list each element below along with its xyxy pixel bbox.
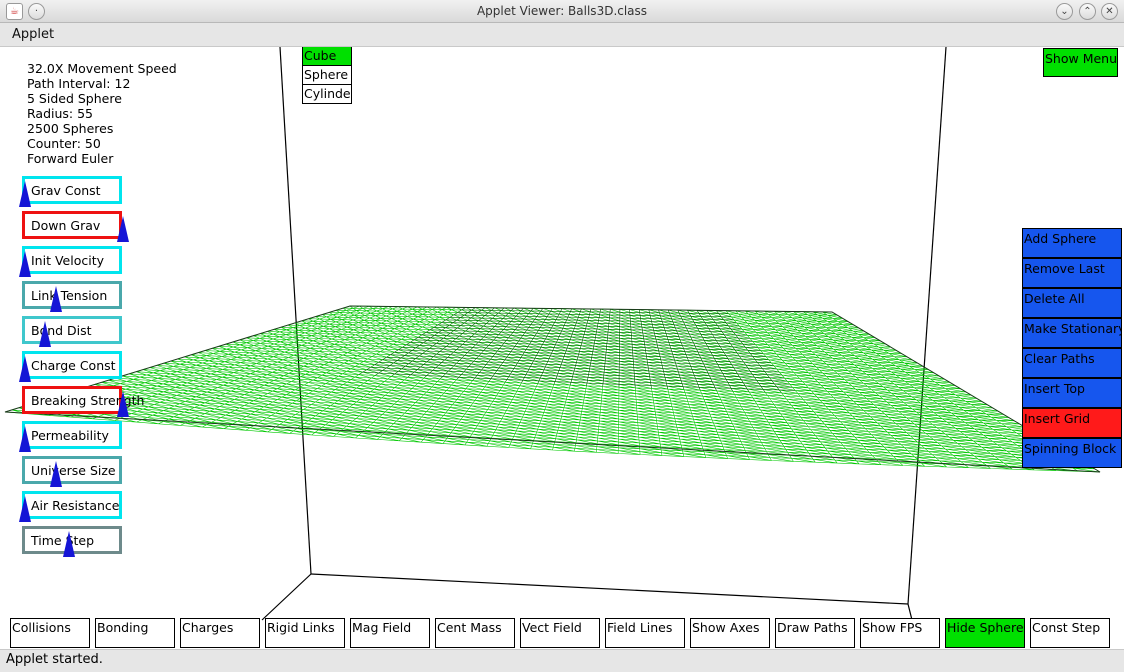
slider-knob-icon[interactable] (19, 356, 31, 382)
slider-label: Permeability (31, 428, 109, 443)
slider-knob-icon[interactable] (19, 496, 31, 522)
java-icon: ☕ (6, 3, 23, 20)
toggle-rigid-links[interactable]: Rigid Links (265, 618, 345, 648)
toggle-vect-field[interactable]: Vect Field (520, 618, 600, 648)
box-edge (310, 573, 909, 605)
slider-knob-icon[interactable] (38, 321, 51, 347)
slider-charge-const[interactable]: Charge Const (19, 351, 122, 382)
close-icon[interactable]: ✕ (1101, 3, 1118, 20)
insert-top-button[interactable]: Insert Top (1022, 378, 1122, 408)
3d-scene[interactable] (0, 47, 1124, 649)
make-stationary-button[interactable]: Make Stationary (1022, 318, 1122, 348)
shape-selector: Cube Sphere Cylinder (302, 47, 352, 104)
slider-label: Init Velocity (31, 253, 104, 268)
slider-knob-icon[interactable] (19, 426, 31, 452)
slider-knob-icon[interactable] (50, 461, 63, 487)
slider-label: Air Resistance (31, 498, 120, 513)
slider-label: Universe Size (31, 463, 116, 478)
slider-label: Breaking Strength (31, 393, 145, 408)
info-line: Forward Euler (27, 151, 114, 166)
info-line: Radius: 55 (27, 106, 94, 121)
maximize-icon[interactable]: ⌃ (1079, 3, 1096, 20)
toggle-mag-field[interactable]: Mag Field (350, 618, 430, 648)
window-menu-icon[interactable]: · (28, 3, 45, 20)
applet-canvas[interactable]: 32.0X Movement Speed Path Interval: 12 5 S… (0, 47, 1124, 649)
window-title: Applet Viewer: Balls3D.class (476, 4, 648, 18)
shape-cylinder-button[interactable]: Cylinder (302, 84, 352, 104)
info-panel: 32.0X Movement Speed Path Interval: 12 5 S… (27, 61, 177, 166)
box-edge (907, 603, 913, 621)
box-edge (261, 573, 312, 621)
delete-all-button[interactable]: Delete All (1022, 288, 1122, 318)
status-bar: Applet started. (0, 649, 1124, 672)
toggle-charges[interactable]: Charges (180, 618, 260, 648)
title-bar: ☕ · Applet Viewer: Balls3D.class ⌄ ⌃ ✕ (0, 0, 1124, 23)
box-edge (907, 47, 947, 605)
toggle-bonding[interactable]: Bonding (95, 618, 175, 648)
slider-knob-icon[interactable] (50, 286, 63, 312)
slider-knob-icon[interactable] (19, 181, 31, 207)
slider-air-resistance[interactable]: Air Resistance (19, 491, 122, 522)
slider-bond-dist[interactable]: Bond Dist (22, 316, 122, 347)
slider-label: Time Step (31, 533, 95, 548)
slider-grav-const[interactable]: Grav Const (19, 176, 122, 207)
minimize-icon[interactable]: ⌄ (1056, 3, 1073, 20)
remove-last-button[interactable]: Remove Last (1022, 258, 1122, 288)
toggle-draw-paths[interactable]: Draw Paths (775, 618, 855, 648)
toggle-const-step[interactable]: Const Step (1030, 618, 1110, 648)
slider-init-velocity[interactable]: Init Velocity (19, 246, 122, 277)
toggle-collisions[interactable]: Collisions (10, 618, 90, 648)
info-line: 2500 Spheres (27, 121, 114, 136)
toggle-hide-spheres[interactable]: Hide Spheres (945, 618, 1025, 648)
sphere-grid-mesh (4, 305, 1101, 473)
slider-knob-icon[interactable] (63, 531, 76, 557)
show-menu-button[interactable]: Show Menu (1043, 48, 1118, 77)
slider-label: Grav Const (31, 183, 101, 198)
info-line: 32.0X Movement Speed (27, 61, 177, 76)
spinning-block-button[interactable]: Spinning Block (1022, 438, 1122, 468)
box-edge (279, 47, 312, 575)
slider-label: Charge Const (31, 358, 116, 373)
slider-knob-icon[interactable] (117, 391, 129, 417)
toggle-show-axes[interactable]: Show Axes (690, 618, 770, 648)
menu-applet[interactable]: Applet (12, 27, 55, 42)
slider-knob-icon[interactable] (19, 251, 31, 277)
insert-grid-button[interactable]: Insert Grid (1022, 408, 1122, 438)
toggle-field-lines[interactable]: Field Lines (605, 618, 685, 648)
info-line: Counter: 50 (27, 136, 101, 151)
info-line: Path Interval: 12 (27, 76, 131, 91)
slider-label: Link Tension (31, 288, 108, 303)
slider-label: Down Grav (31, 218, 101, 233)
slider-link-tension[interactable]: Link Tension (22, 281, 122, 312)
slider-permeability[interactable]: Permeability (19, 421, 122, 452)
add-sphere-button[interactable]: Add Sphere (1022, 228, 1122, 258)
menu-bar: Applet (0, 23, 1124, 47)
info-line: 5 Sided Sphere (27, 91, 122, 106)
toggle-cent-mass[interactable]: Cent Mass (435, 618, 515, 648)
slider-knob-icon[interactable] (117, 216, 129, 242)
slider-down-grav[interactable]: Down Grav (22, 211, 129, 242)
slider-universe-size[interactable]: Universe Size (22, 456, 122, 487)
slider-breaking-strength[interactable]: Breaking Strength (22, 386, 144, 417)
slider-time-step[interactable]: Time Step (22, 526, 122, 557)
shape-cube-button[interactable]: Cube (302, 47, 352, 66)
action-panel: Add Sphere Remove Last Delete All Make Stat… (1022, 228, 1122, 468)
shape-sphere-button[interactable]: Sphere (302, 65, 352, 85)
clear-paths-button[interactable]: Clear Paths (1022, 348, 1122, 378)
toggle-show-fps[interactable]: Show FPS (860, 618, 940, 648)
